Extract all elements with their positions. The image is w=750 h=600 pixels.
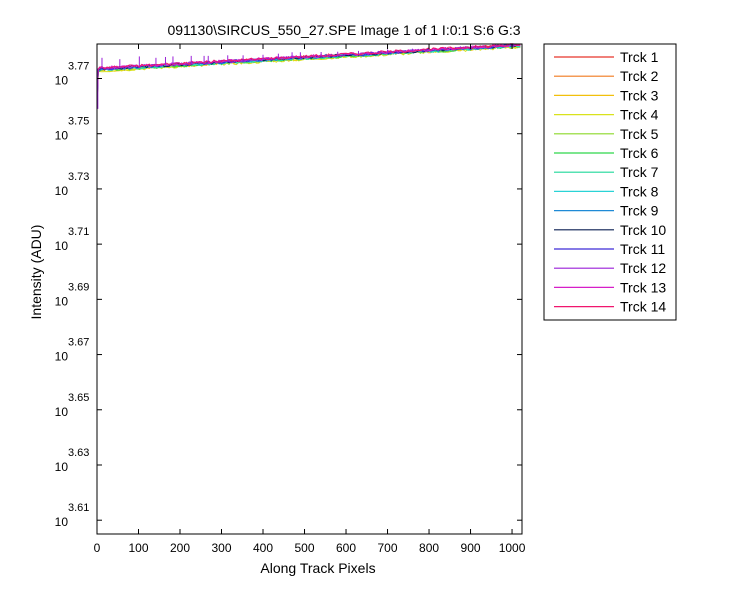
y-tick-exponent: 3.71: [68, 226, 89, 238]
x-tick-label: 500: [295, 541, 315, 555]
y-tick-base: 10: [55, 350, 69, 364]
y-tick-base: 10: [55, 460, 69, 474]
legend-label-7: Trck 7: [620, 164, 659, 180]
x-tick-label: 800: [419, 541, 439, 555]
legend-label-1: Trck 1: [620, 49, 659, 65]
y-tick-base: 10: [55, 129, 69, 143]
y-tick-exponent: 3.67: [68, 337, 89, 349]
legend-label-6: Trck 6: [620, 145, 659, 161]
x-tick-label: 900: [461, 541, 481, 555]
y-tick-exponent: 3.77: [68, 61, 89, 73]
x-tick-label: 100: [128, 541, 148, 555]
y-tick-base: 10: [55, 184, 69, 198]
axes-background: [97, 44, 522, 534]
axes-frame: [96, 43, 523, 535]
y-axis: 103.61103.63103.65103.67103.69103.71103.…: [55, 61, 522, 529]
series-group: [96, 43, 521, 109]
x-axis-label: Along Track Pixels: [260, 560, 375, 576]
y-tick-exponent: 3.65: [68, 392, 89, 404]
y-tick-base: 10: [55, 515, 69, 529]
legend-label-9: Trck 9: [620, 203, 659, 219]
x-tick-label: 1000: [499, 541, 526, 555]
x-tick-label: 600: [336, 541, 356, 555]
legend-box: [543, 43, 677, 321]
y-tick-exponent: 3.63: [68, 447, 89, 459]
y-tick-exponent: 3.69: [68, 281, 89, 293]
legend-label-5: Trck 5: [620, 126, 659, 142]
y-tick-base: 10: [55, 239, 69, 253]
x-tick-label: 0: [94, 541, 101, 555]
legend-label-14: Trck 14: [620, 299, 666, 315]
y-tick-exponent: 3.75: [68, 116, 89, 128]
y-tick-base: 10: [55, 405, 69, 419]
legend-label-4: Trck 4: [620, 107, 659, 123]
legend-label-3: Trck 3: [620, 87, 659, 103]
x-tick-label: 700: [378, 541, 398, 555]
legend-label-8: Trck 8: [620, 183, 659, 199]
legend-label-12: Trck 12: [620, 260, 666, 276]
legend-items: Trck 1 Trck 2 Trck 3 Trck 4 Trck 5 Trck 6 Trck…: [554, 49, 666, 315]
legend-label-13: Trck 13: [620, 279, 666, 295]
chart-title: 091130\SIRCUS_550_27.SPE Image 1 of 1 I:…: [167, 22, 520, 38]
y-axis-label: Intensity (ADU): [28, 225, 44, 320]
y-tick-exponent: 3.61: [68, 502, 89, 514]
x-axis: 0 100 200 300 400 500 600 700 800 900 1000: [94, 44, 526, 555]
y-tick-base: 10: [55, 74, 69, 88]
y-tick-base: 10: [55, 294, 69, 308]
x-tick-label: 400: [253, 541, 273, 555]
y-tick-exponent: 3.73: [68, 171, 89, 183]
plot-area: [96, 43, 523, 535]
legend-label-11: Trck 11: [620, 241, 665, 257]
x-tick-label: 200: [170, 541, 190, 555]
legend-label-10: Trck 10: [620, 222, 666, 238]
x-tick-label: 300: [211, 541, 231, 555]
legend: Trck 1 Trck 2 Trck 3 Trck 4 Trck 5 Trck 6 Trck…: [543, 43, 677, 321]
legend-label-2: Trck 2: [620, 68, 659, 84]
